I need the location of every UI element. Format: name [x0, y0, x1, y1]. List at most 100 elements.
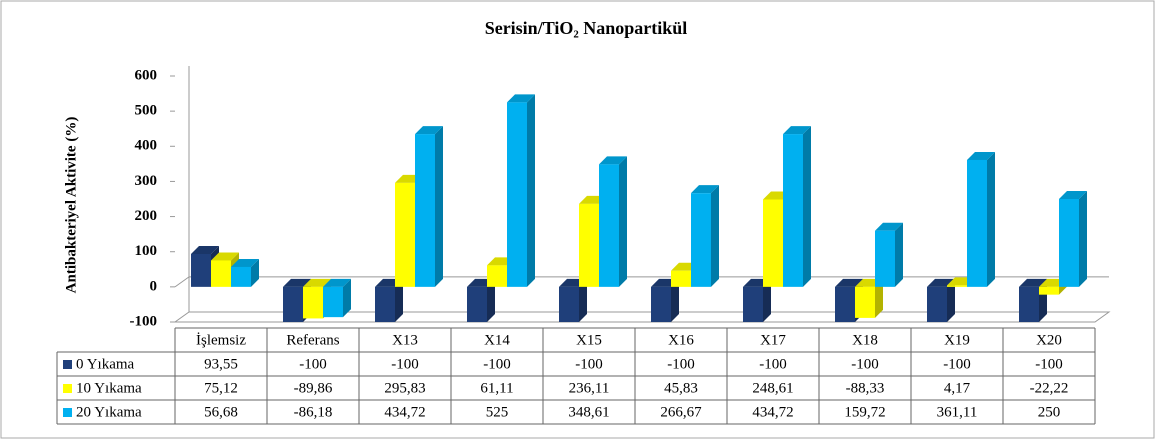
- x-tick-label: X15: [576, 332, 602, 348]
- x-tick-label: X16: [668, 332, 694, 348]
- x-tick-label: X13: [392, 332, 418, 348]
- bar: [743, 286, 763, 322]
- data-label: 434,72: [752, 404, 793, 420]
- bar-top: [283, 278, 311, 287]
- data-label: 93,55: [204, 356, 238, 372]
- x-tick-label: X18: [852, 332, 878, 348]
- chart-title: Serisin/TiO₂ Nanopartikül: [485, 18, 688, 38]
- bar-top: [231, 258, 259, 267]
- bar-top: [835, 278, 863, 287]
- data-label: -100: [759, 356, 787, 372]
- bar-top: [691, 185, 719, 194]
- data-label: -100: [299, 356, 327, 372]
- bar-top: [507, 94, 535, 103]
- data-label: 236,11: [569, 380, 610, 396]
- y-tick-label: 100: [135, 243, 158, 259]
- data-label: -100: [391, 356, 419, 372]
- x-tick-label: X19: [944, 332, 970, 348]
- bar: [211, 260, 231, 287]
- bar: [395, 182, 415, 287]
- data-label: 45,83: [664, 380, 698, 396]
- legend-label: 20 Yıkama: [76, 404, 142, 420]
- bar-side: [343, 278, 351, 318]
- bar-top: [323, 278, 351, 287]
- bar: [507, 102, 527, 287]
- bar: [283, 286, 303, 322]
- bar-side: [395, 278, 403, 322]
- y-tick-label: 300: [135, 173, 158, 189]
- bar-side: [987, 151, 995, 287]
- x-tick-label: Referans: [286, 332, 339, 348]
- bar-side: [671, 278, 679, 322]
- bar: [375, 286, 395, 322]
- bar: [599, 164, 619, 287]
- data-label: -22,22: [1030, 380, 1069, 396]
- data-label: 159,72: [844, 404, 885, 420]
- bar: [783, 134, 803, 287]
- bar: [559, 286, 579, 322]
- bar: [1039, 286, 1059, 295]
- x-tick-label: X17: [760, 332, 786, 348]
- data-label: 434,72: [384, 404, 425, 420]
- bar-side: [947, 278, 955, 322]
- bar: [191, 253, 211, 287]
- bar: [651, 286, 671, 322]
- bar: [927, 286, 947, 322]
- legend-label: 10 Yıkama: [76, 380, 142, 396]
- legend-label: 0 Yıkama: [76, 356, 135, 372]
- x-tick-label: X14: [484, 332, 510, 348]
- y-tick-label: 200: [135, 208, 158, 224]
- data-label: -100: [1035, 356, 1063, 372]
- bar-side: [711, 185, 719, 287]
- data-label: 248,61: [752, 380, 793, 396]
- y-axis-label: Antibakteriyel Aktivite (%): [63, 117, 79, 294]
- data-label: -100: [575, 356, 603, 372]
- bar: [579, 203, 599, 287]
- data-label: 61,11: [480, 380, 513, 396]
- data-label: 250: [1038, 404, 1061, 420]
- bar-side: [619, 156, 627, 287]
- y-tick-label: 500: [135, 103, 158, 119]
- bar-top: [211, 252, 239, 261]
- bar: [855, 286, 875, 318]
- legend-swatch: [63, 360, 72, 369]
- bar-top: [1059, 191, 1087, 199]
- data-label: 361,11: [937, 404, 978, 420]
- bar: [1059, 199, 1079, 287]
- bar-side: [803, 126, 811, 287]
- bar: [763, 199, 783, 287]
- bar: [875, 230, 895, 287]
- bar-top: [415, 126, 443, 135]
- data-label: 348,61: [568, 404, 609, 420]
- y-tick-label: 400: [135, 138, 158, 154]
- y-tick-label: 600: [135, 67, 158, 83]
- bar-side: [895, 222, 903, 287]
- y-tick-label: 0: [150, 278, 158, 294]
- data-label: 266,67: [660, 404, 702, 420]
- bar: [487, 265, 507, 287]
- data-label: -100: [943, 356, 971, 372]
- data-label: -100: [667, 356, 695, 372]
- bar-side: [435, 126, 443, 287]
- bar-top: [1019, 278, 1047, 287]
- data-label: 525: [486, 404, 509, 420]
- data-label: -100: [851, 356, 879, 372]
- bar: [303, 286, 323, 319]
- data-label: -86,18: [294, 404, 333, 420]
- legend-swatch: [63, 384, 72, 393]
- bar-top: [599, 156, 627, 165]
- bar: [947, 285, 967, 287]
- bar: [691, 193, 711, 287]
- bar-top: [875, 222, 903, 231]
- bar-side: [487, 278, 495, 322]
- data-label: -89,86: [294, 380, 333, 396]
- bar-top: [303, 278, 331, 287]
- y-tick-label: -100: [130, 313, 158, 329]
- bar-side: [251, 258, 259, 287]
- bar: [231, 266, 251, 287]
- data-label: 75,12: [204, 380, 238, 396]
- data-label: -100: [483, 356, 511, 372]
- bar: [467, 286, 487, 322]
